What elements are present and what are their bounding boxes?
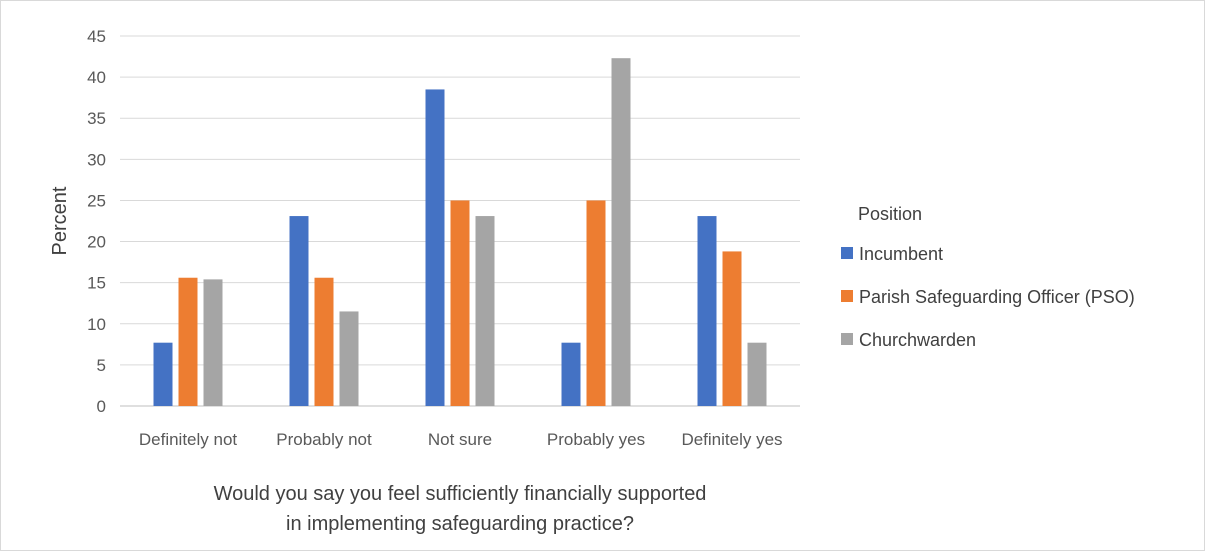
legend: Incumbent Parish Safeguarding Officer (PS… [841, 244, 1135, 350]
x-tick-label: Probably yes [547, 430, 645, 449]
x-tick-label: Definitely yes [681, 430, 782, 449]
legend-swatch [841, 333, 853, 345]
x-axis-title-line-2: in implementing safeguarding practice? [286, 513, 634, 535]
bar [425, 89, 445, 406]
bar [289, 216, 309, 406]
y-tick-label: 25 [87, 191, 106, 210]
bar [178, 277, 198, 406]
bar [561, 342, 581, 406]
bar [697, 216, 717, 406]
bar [722, 251, 742, 406]
gridlines [120, 35, 800, 407]
bar [153, 342, 173, 406]
legend-entry: Parish Safeguarding Officer (PSO) [859, 287, 1135, 307]
x-tick-labels: Definitely not Probably not Not sure Probab… [139, 430, 783, 449]
y-axis-title: Percent [49, 186, 71, 255]
x-tick-label: Definitely not [139, 430, 238, 449]
y-tick-label: 45 [87, 27, 106, 46]
legend-swatch [841, 290, 853, 302]
legend-swatch [841, 247, 853, 259]
legend-entry: Churchwarden [859, 330, 976, 350]
y-tick-label: 35 [87, 109, 106, 128]
legend-title: Position [858, 204, 922, 224]
y-tick-label: 0 [97, 397, 106, 416]
x-tick-label: Not sure [428, 430, 492, 449]
legend-entry: Incumbent [859, 244, 943, 264]
y-tick-label: 40 [87, 68, 106, 87]
y-tick-labels: 0 5 10 15 20 25 30 35 40 45 [87, 27, 106, 416]
y-tick-label: 10 [87, 315, 106, 334]
bar [475, 216, 495, 406]
x-tick-label: Probably not [276, 430, 372, 449]
bar [314, 277, 334, 406]
y-tick-label: 15 [87, 274, 106, 293]
bar [611, 58, 631, 406]
bar [339, 311, 359, 406]
bar [450, 200, 470, 406]
x-axis-title-line-1: Would you say you feel sufficiently fina… [214, 483, 707, 505]
bar [747, 342, 767, 406]
bars [153, 58, 767, 406]
bar [203, 279, 223, 406]
y-tick-label: 30 [87, 150, 106, 169]
y-tick-label: 5 [97, 356, 106, 375]
bar [586, 200, 606, 406]
y-tick-label: 20 [87, 233, 106, 252]
